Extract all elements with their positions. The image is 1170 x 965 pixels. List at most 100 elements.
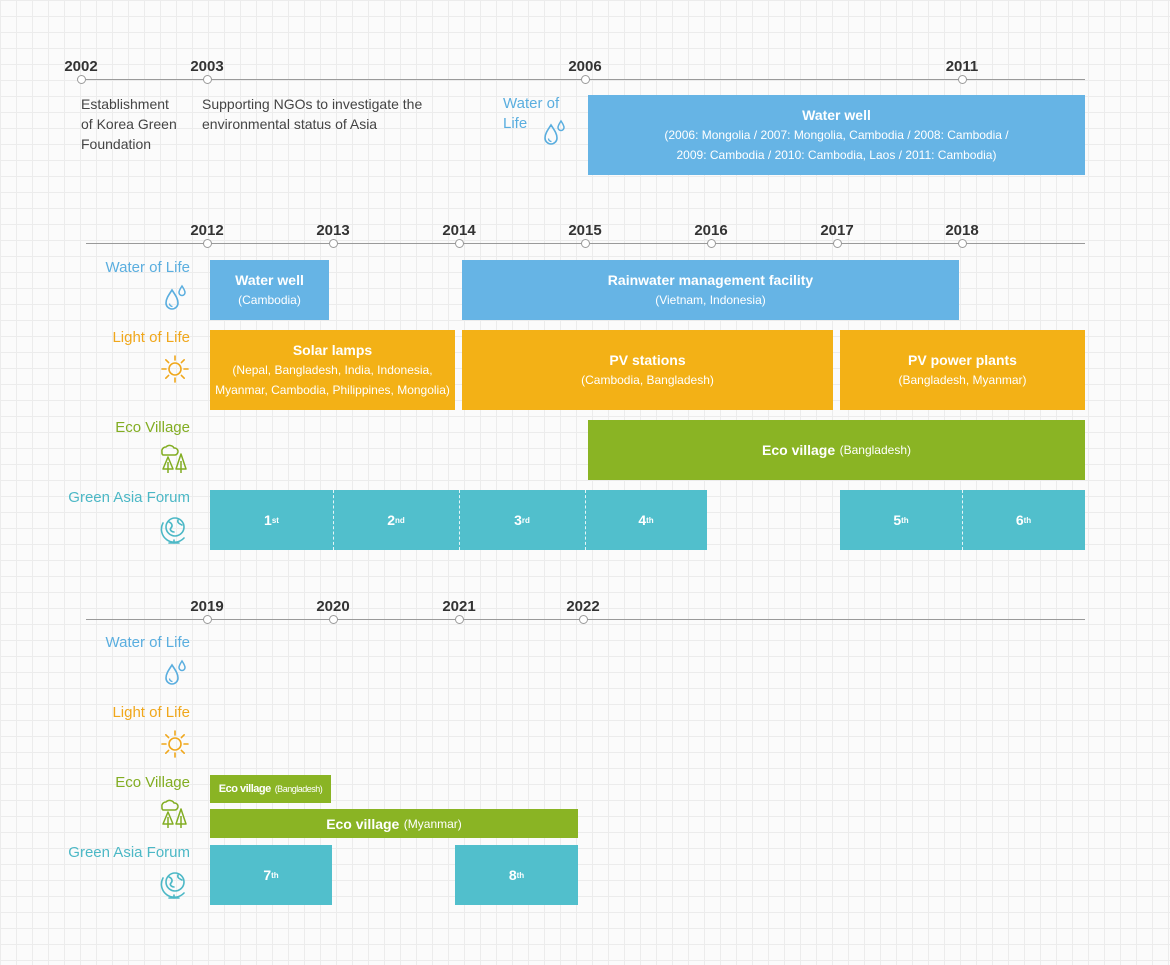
- text-line: Supporting NGOs to investigate the: [202, 96, 423, 112]
- forum-number: 2: [387, 512, 395, 528]
- bar-subtitle: (Vietnam, Indonesia): [655, 293, 766, 307]
- eco-village-bangladesh-2019-bar: Eco village (Bangladesh): [210, 775, 331, 803]
- water-well-bar-2006-2011: Water well (2006: Mongolia / 2007: Mongo…: [588, 95, 1085, 175]
- bar-title: PV stations: [609, 352, 686, 368]
- text-line: Life: [503, 115, 528, 132]
- divider: [585, 490, 586, 550]
- water-well-bar-2012: Water well (Cambodia): [210, 260, 329, 320]
- year-label: 2018: [945, 222, 979, 239]
- trees-icon: [160, 444, 190, 474]
- ordinal-suffix: st: [271, 515, 279, 525]
- tick-marker: [455, 615, 464, 624]
- category-water-of-life: Water of Life: [105, 634, 190, 651]
- bar-subtitle: (2006: Mongolia / 2007: Mongolia, Cambod…: [664, 128, 1009, 142]
- year-label: 2017: [820, 222, 854, 239]
- tick-marker: [833, 239, 842, 248]
- water-drops-icon: [160, 659, 190, 689]
- eco-village-myanmar-bar: Eco village (Myanmar): [210, 809, 578, 838]
- sun-icon: [160, 729, 190, 759]
- globe-icon: [160, 869, 190, 899]
- forum-number: 8: [508, 867, 517, 883]
- ordinal-suffix: th: [901, 515, 909, 525]
- text-line: Water of: [503, 95, 560, 112]
- sun-icon: [160, 354, 190, 384]
- text-line: Establishment: [81, 96, 169, 112]
- solar-lamps-bar: Solar lamps (Nepal, Bangladesh, India, I…: [210, 330, 455, 410]
- ordinal-suffix: th: [1023, 515, 1032, 525]
- forum-number: 4: [638, 512, 647, 528]
- ordinal-suffix: nd: [395, 515, 405, 525]
- bar-title: Eco village: [218, 783, 271, 795]
- tick-marker: [203, 239, 212, 248]
- globe-icon: [160, 514, 190, 544]
- eco-village-bangladesh-bar: Eco village (Bangladesh): [588, 420, 1085, 480]
- bar-subtitle: (Cambodia, Bangladesh): [581, 373, 714, 387]
- category-green-asia-forum: Green Asia Forum: [68, 844, 190, 861]
- year-label: 2019: [190, 598, 224, 615]
- bar-subtitle: Myanmar, Cambodia, Philippines, Mongolia…: [215, 383, 450, 397]
- water-of-life-label: Water of Life: [503, 94, 559, 134]
- tick-marker: [581, 239, 590, 248]
- year-label: 2006: [568, 58, 602, 75]
- category-green-asia-forum: Green Asia Forum: [68, 489, 190, 506]
- year-label: 2021: [442, 598, 476, 615]
- category-light-of-life: Light of Life: [112, 704, 190, 721]
- year-label: 2002: [64, 58, 98, 75]
- tick-marker: [579, 615, 588, 624]
- bar-title: Eco village: [326, 815, 400, 832]
- bar-title: Eco village: [762, 442, 836, 458]
- category-light-of-life: Light of Life: [112, 329, 190, 346]
- divider: [459, 490, 460, 550]
- bar-subtitle: (Bangladesh): [839, 443, 911, 457]
- forum-number: 5: [893, 512, 902, 528]
- text-line: of Korea Green: [81, 116, 177, 132]
- divider: [962, 490, 963, 550]
- trees-icon: [160, 799, 190, 829]
- bar-subtitle: (Bangladesh, Myanmar): [898, 373, 1027, 387]
- ordinal-suffix: th: [646, 515, 654, 525]
- tick-marker: [958, 239, 967, 248]
- year-label: 2016: [694, 222, 728, 239]
- category-eco-village: Eco Village: [115, 774, 190, 791]
- year-label: 2013: [316, 222, 350, 239]
- ordinal-suffix: th: [271, 870, 279, 880]
- tick-marker: [203, 615, 212, 624]
- year-label: 2012: [190, 222, 224, 239]
- year-label: 2015: [568, 222, 602, 239]
- water-drops-icon: [160, 284, 190, 314]
- year-label: 2003: [190, 58, 224, 75]
- pv-power-plants-bar: PV power plants (Bangladesh, Myanmar): [840, 330, 1085, 410]
- forum-number: 6: [1015, 512, 1024, 528]
- tick-marker: [455, 239, 464, 248]
- year-label: 2020: [316, 598, 350, 615]
- text-line: Foundation: [81, 136, 152, 152]
- ordinal-suffix: rd: [521, 515, 530, 525]
- tick-marker: [958, 75, 967, 84]
- year-label: 2014: [442, 222, 476, 239]
- tick-marker: [581, 75, 590, 84]
- pv-stations-bar: PV stations (Cambodia, Bangladesh): [462, 330, 833, 410]
- ordinal-suffix: th: [516, 870, 525, 880]
- forum-number: 1: [264, 512, 272, 528]
- divider: [333, 490, 334, 550]
- bar-title: Solar lamps: [292, 342, 373, 358]
- tick-marker: [707, 239, 716, 248]
- bar-subtitle: (Nepal, Bangladesh, India, Indonesia,: [232, 363, 433, 377]
- bar-subtitle: 2009: Cambodia / 2010: Cambodia, Laos / …: [676, 148, 997, 162]
- water-drops-icon: [539, 119, 569, 149]
- bar-title: PV power plants: [908, 352, 1017, 368]
- tick-marker: [77, 75, 86, 84]
- year-label: 2011: [945, 58, 979, 75]
